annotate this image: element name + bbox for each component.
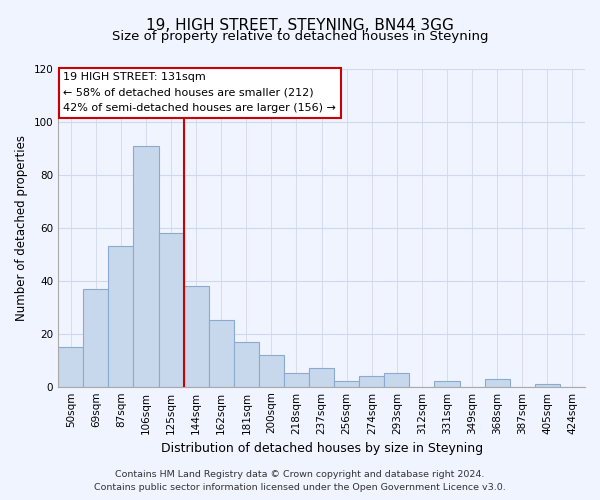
Text: 19 HIGH STREET: 131sqm
← 58% of detached houses are smaller (212)
42% of semi-de: 19 HIGH STREET: 131sqm ← 58% of detached… — [64, 72, 337, 114]
Bar — [158, 233, 184, 386]
Text: Contains HM Land Registry data © Crown copyright and database right 2024.
Contai: Contains HM Land Registry data © Crown c… — [94, 470, 506, 492]
Y-axis label: Number of detached properties: Number of detached properties — [15, 135, 28, 321]
Bar — [385, 374, 409, 386]
Bar — [58, 347, 83, 387]
Bar — [434, 382, 460, 386]
Text: 19, HIGH STREET, STEYNING, BN44 3GG: 19, HIGH STREET, STEYNING, BN44 3GG — [146, 18, 454, 32]
Bar — [359, 376, 385, 386]
Bar — [259, 355, 284, 386]
Bar — [309, 368, 334, 386]
Bar — [234, 342, 259, 386]
Bar — [184, 286, 209, 386]
Bar — [109, 246, 133, 386]
Bar — [209, 320, 234, 386]
X-axis label: Distribution of detached houses by size in Steyning: Distribution of detached houses by size … — [161, 442, 482, 455]
Bar — [334, 382, 359, 386]
Bar — [83, 288, 109, 386]
Bar — [133, 146, 158, 386]
Bar — [535, 384, 560, 386]
Bar — [485, 378, 510, 386]
Text: Size of property relative to detached houses in Steyning: Size of property relative to detached ho… — [112, 30, 488, 43]
Bar — [284, 374, 309, 386]
